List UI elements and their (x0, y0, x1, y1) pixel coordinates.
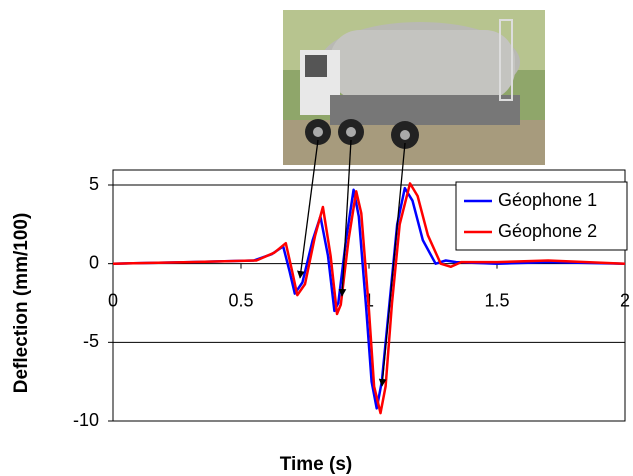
series-line (112, 186, 626, 410)
y-tick-label: -5 (83, 331, 99, 351)
arrow (338, 139, 352, 297)
x-tick-label: 2 (620, 290, 630, 310)
x-axis-title: Time (s) (280, 454, 353, 475)
arrow (378, 142, 406, 387)
legend-label: Géophone 2 (498, 221, 597, 241)
y-tick-label: -10 (73, 410, 99, 430)
y-tick-label: 5 (89, 174, 99, 194)
truck-photo (283, 10, 545, 165)
legend-label: Géophone 1 (498, 190, 597, 210)
y-tick-label: 0 (89, 252, 99, 272)
x-tick-label: 0.5 (228, 290, 253, 310)
legend-box (455, 181, 628, 251)
arrow (297, 139, 319, 279)
series-line (112, 182, 626, 415)
y-axis-title: Deflection (mm/100) (11, 213, 32, 394)
x-tick-label: 0 (108, 290, 118, 310)
x-tick-label: 1.5 (484, 290, 509, 310)
